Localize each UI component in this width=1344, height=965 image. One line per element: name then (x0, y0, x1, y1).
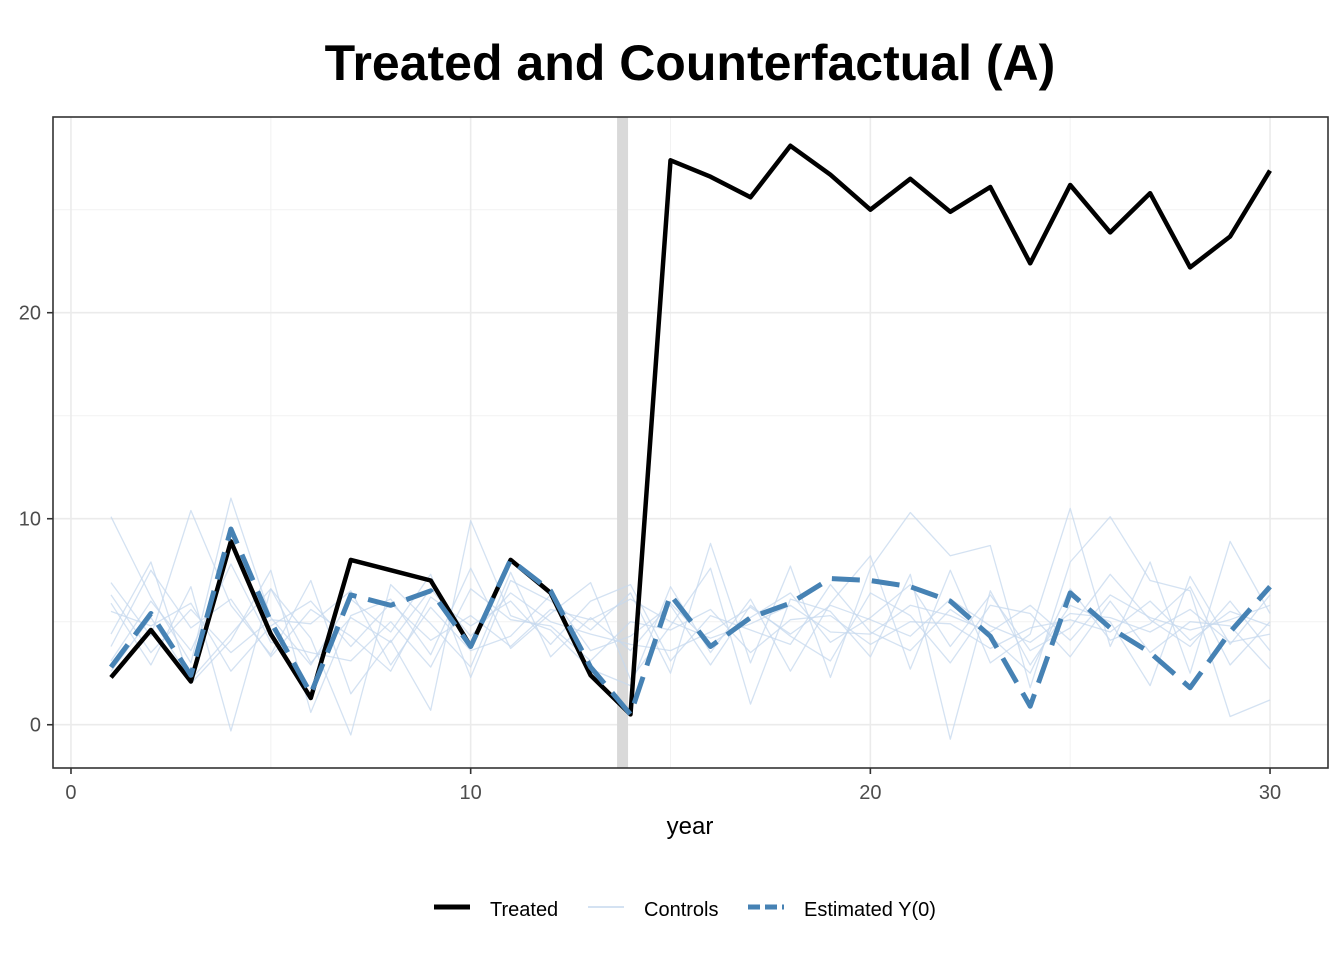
control-line-9 (110, 594, 1271, 672)
panel-border (52, 116, 1329, 769)
control-line-1 (110, 497, 1271, 718)
treated-line (109, 143, 1272, 717)
x-tick-label: 30 (1259, 782, 1281, 804)
x-tick-label: 10 (460, 782, 482, 804)
legend-label-treated: Treated (490, 899, 558, 921)
legend-item-treated: Treated (434, 899, 558, 921)
panel-background (53, 117, 1328, 768)
legend-label-estimated-y0: Estimated Y(0) (804, 899, 936, 921)
chart-title: Treated and Counterfactual (A) (325, 35, 1056, 91)
main-series (108, 143, 1272, 717)
plot-panel (53, 117, 1328, 768)
y-tick-label: 20 (19, 303, 41, 325)
panel-frame (52, 116, 1329, 769)
legend-item-controls: Controls (588, 899, 718, 921)
axes: 0 10 20 30 0 10 20 (19, 303, 1281, 804)
y-tick-label: 10 (19, 509, 41, 531)
x-tick-label: 20 (859, 782, 881, 804)
legend: Treated Controls Estimated Y(0) (434, 899, 936, 921)
estimated-y0-line (108, 526, 1272, 717)
y-tick-label: 0 (30, 715, 41, 737)
grid-lines (53, 117, 1328, 768)
x-axis-title: year (667, 813, 714, 840)
x-tick-label: 0 (65, 782, 76, 804)
legend-label-controls: Controls (644, 899, 718, 921)
control-line-6 (110, 590, 1271, 670)
control-line-8 (110, 588, 1271, 681)
control-line-4 (110, 571, 1271, 736)
legend-item-estimated-y0: Estimated Y(0) (748, 899, 936, 921)
